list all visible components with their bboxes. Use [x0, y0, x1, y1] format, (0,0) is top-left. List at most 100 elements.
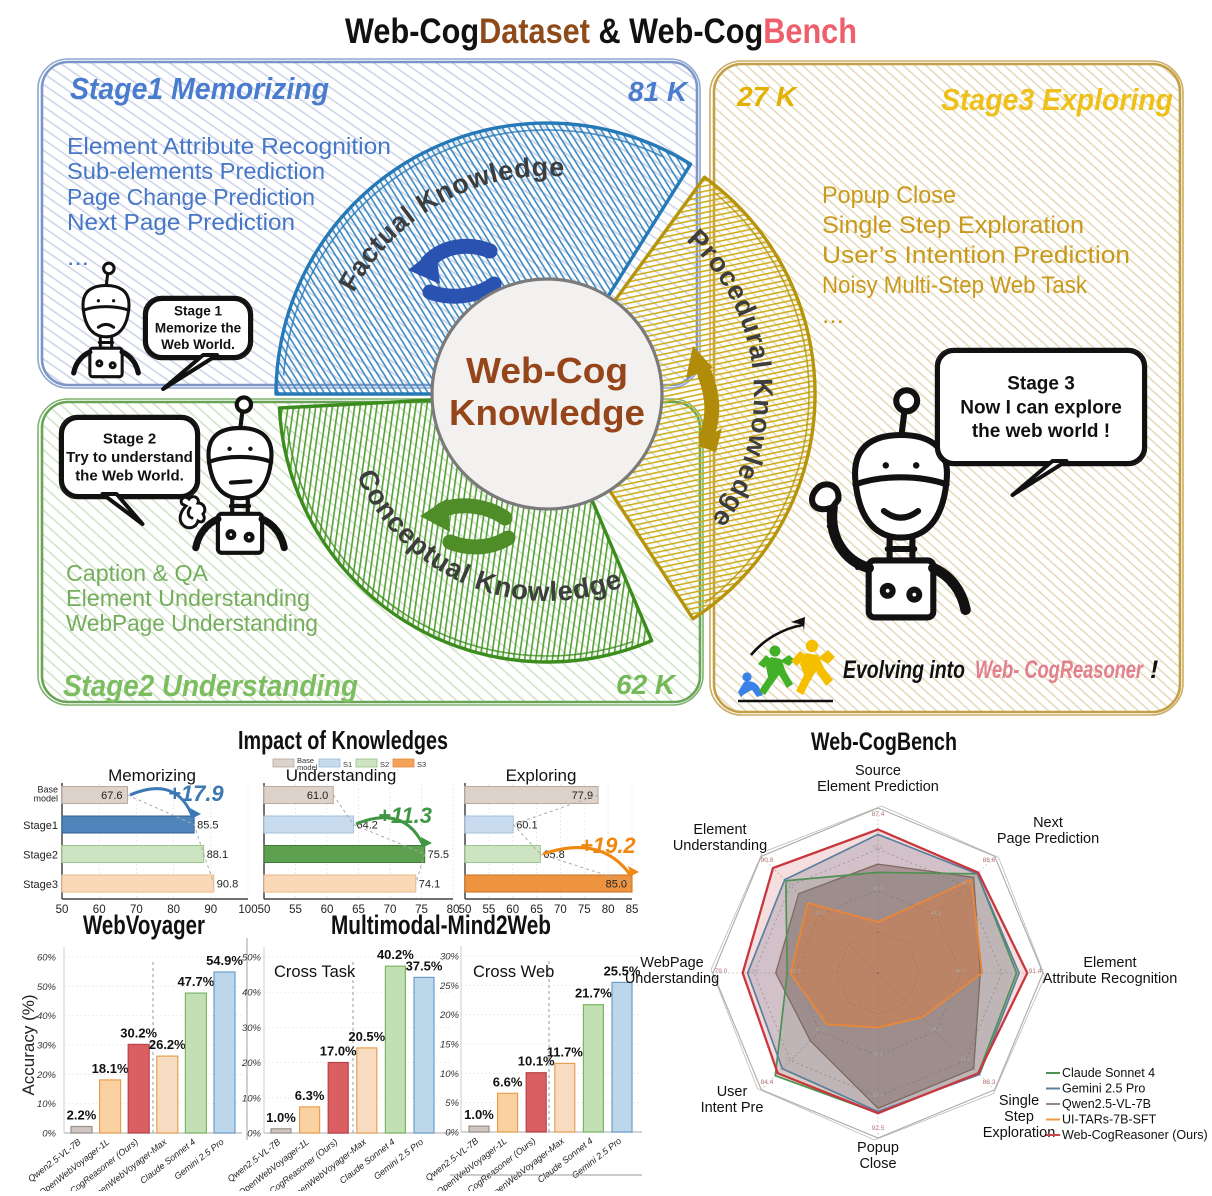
- svg-text:50: 50: [459, 904, 472, 916]
- svg-text:model: model: [33, 794, 58, 804]
- svg-text:50: 50: [56, 904, 69, 916]
- svg-text:UI-TARs-7B-SFT: UI-TARs-7B-SFT: [1062, 1113, 1157, 1127]
- svg-text:40.2%: 40.2%: [377, 947, 414, 962]
- svg-text:Base: Base: [37, 785, 58, 795]
- svg-text:85.0: 85.0: [606, 879, 627, 891]
- svg-text:Web-CogBench: Web-CogBench: [811, 728, 957, 756]
- svg-text:WebPage Understanding: WebPage Understanding: [66, 610, 318, 636]
- svg-text:60: 60: [93, 904, 106, 916]
- svg-text:Exploring: Exploring: [506, 766, 577, 785]
- svg-text:77.9: 77.9: [572, 790, 593, 802]
- svg-text:the Web World.: the Web World.: [75, 468, 184, 485]
- svg-text:90: 90: [204, 904, 217, 916]
- svg-text:47.7%: 47.7%: [177, 974, 214, 989]
- svg-text:Multimodal-Mind2Web: Multimodal-Mind2Web: [331, 910, 551, 940]
- svg-text:Element: Element: [693, 822, 746, 838]
- svg-text:Now I can explore: Now I can explore: [960, 397, 1122, 418]
- svg-text:5%: 5%: [445, 1098, 459, 1109]
- svg-text:Element Prediction: Element Prediction: [817, 779, 939, 795]
- svg-text:11.7%: 11.7%: [547, 1044, 584, 1059]
- svg-text:Single Step Exploration: Single Step Exploration: [822, 212, 1084, 239]
- svg-text:18.1%: 18.1%: [92, 1061, 129, 1076]
- svg-text:63.3: 63.3: [785, 1057, 795, 1063]
- svg-text:Popup: Popup: [857, 1140, 899, 1156]
- svg-text:69.4: 69.4: [873, 1093, 883, 1099]
- svg-text:60: 60: [321, 904, 334, 916]
- svg-text:30%: 30%: [37, 1041, 57, 1052]
- svg-text:55: 55: [483, 904, 496, 916]
- svg-text:20%: 20%: [241, 1058, 262, 1069]
- svg-text:65: 65: [530, 904, 543, 916]
- svg-text:37.5%: 37.5%: [406, 958, 443, 973]
- svg-text:Web- CogReasoner: Web- CogReasoner: [975, 656, 1144, 684]
- svg-text:100: 100: [238, 904, 257, 916]
- svg-text:21.7%: 21.7%: [575, 986, 612, 1001]
- svg-text:Stage3 Exploring: Stage3 Exploring: [941, 82, 1173, 117]
- svg-text:Close: Close: [859, 1156, 896, 1172]
- svg-text:74.1: 74.1: [419, 879, 440, 891]
- svg-text:Cross Web: Cross Web: [473, 963, 554, 981]
- svg-text:Understanding: Understanding: [673, 838, 767, 854]
- svg-text:39.5: 39.5: [791, 969, 801, 975]
- svg-text:2.2%: 2.2%: [67, 1108, 97, 1123]
- svg-text:Intent Pre: Intent Pre: [701, 1100, 764, 1116]
- svg-text:Element: Element: [1083, 955, 1136, 971]
- svg-text:Understanding: Understanding: [286, 766, 397, 785]
- svg-text:65.6: 65.6: [873, 845, 883, 851]
- svg-text:88.1: 88.1: [207, 849, 228, 861]
- svg-text:67.6: 67.6: [101, 790, 122, 802]
- svg-text:Sub-elements Prediction: Sub-elements Prediction: [67, 158, 325, 184]
- svg-text:70: 70: [130, 904, 143, 916]
- svg-text:80: 80: [447, 904, 460, 916]
- svg-text:Caption & QA: Caption & QA: [66, 560, 208, 586]
- svg-text:Single: Single: [999, 1093, 1039, 1109]
- svg-text:50: 50: [258, 904, 271, 916]
- svg-text:Claude Sonnet 4: Claude Sonnet 4: [1062, 1066, 1155, 1080]
- svg-text:6.3%: 6.3%: [295, 1088, 325, 1103]
- svg-text:Next Page Prediction: Next Page Prediction: [67, 209, 295, 235]
- svg-text:Stage 1: Stage 1: [174, 304, 223, 319]
- svg-text:61.0: 61.0: [307, 790, 328, 802]
- svg-text:Web-CogReasoner (Ours): Web-CogReasoner (Ours): [1062, 1128, 1208, 1142]
- svg-text:80: 80: [167, 904, 180, 916]
- svg-text:User: User: [717, 1084, 748, 1100]
- svg-text:75.5: 75.5: [428, 849, 449, 861]
- svg-text:Accuracy (%): Accuracy (%): [19, 994, 38, 1095]
- svg-text:25%: 25%: [439, 981, 460, 992]
- svg-text:Understanding: Understanding: [625, 971, 719, 987]
- svg-text:17.0%: 17.0%: [320, 1044, 357, 1059]
- svg-text:62 K: 62 K: [616, 669, 677, 700]
- svg-text:Web World.: Web World.: [161, 337, 235, 352]
- svg-text:60.1: 60.1: [516, 820, 537, 832]
- svg-text:66.2: 66.2: [961, 1057, 971, 1063]
- svg-text:88.3: 88.3: [983, 1079, 996, 1086]
- svg-text:Try to understand: Try to understand: [66, 449, 193, 466]
- svg-text:Qwen2.5-VL-7B: Qwen2.5-VL-7B: [1062, 1097, 1151, 1111]
- svg-text:WebVoyager: WebVoyager: [83, 910, 205, 940]
- svg-text:25.5%: 25.5%: [604, 963, 641, 978]
- svg-text:50%: 50%: [37, 982, 57, 993]
- svg-text:85: 85: [626, 904, 639, 916]
- svg-text:Stage3: Stage3: [23, 879, 58, 891]
- svg-text:Web-CogDataset & Web-CogBench: Web-CogDataset & Web-CogBench: [345, 12, 857, 51]
- svg-text:Memorizing: Memorizing: [108, 766, 196, 785]
- svg-text:79.0: 79.0: [715, 968, 728, 975]
- svg-text:Knowledge: Knowledge: [449, 392, 645, 433]
- svg-text:46.2: 46.2: [873, 1052, 883, 1058]
- svg-text:15%: 15%: [440, 1040, 460, 1051]
- svg-text:75: 75: [578, 904, 591, 916]
- svg-text:Base: Base: [297, 756, 314, 765]
- svg-text:55: 55: [289, 904, 302, 916]
- svg-text:Stage2 Understanding: Stage2 Understanding: [63, 668, 358, 703]
- svg-text:+19.2: +19.2: [580, 833, 636, 858]
- svg-text:Page Change Prediction: Page Change Prediction: [67, 184, 315, 210]
- svg-text:Attribute Recognition: Attribute Recognition: [1043, 971, 1178, 987]
- svg-text:45.7: 45.7: [955, 969, 965, 975]
- svg-text:59.2: 59.2: [749, 969, 759, 975]
- svg-text:75: 75: [415, 904, 428, 916]
- svg-text:Element Understanding: Element Understanding: [66, 585, 310, 611]
- svg-text:30%: 30%: [440, 952, 460, 963]
- svg-text:30%: 30%: [242, 1023, 262, 1034]
- svg-text:Popup Close: Popup Close: [822, 182, 956, 209]
- svg-text:85.5: 85.5: [197, 820, 218, 832]
